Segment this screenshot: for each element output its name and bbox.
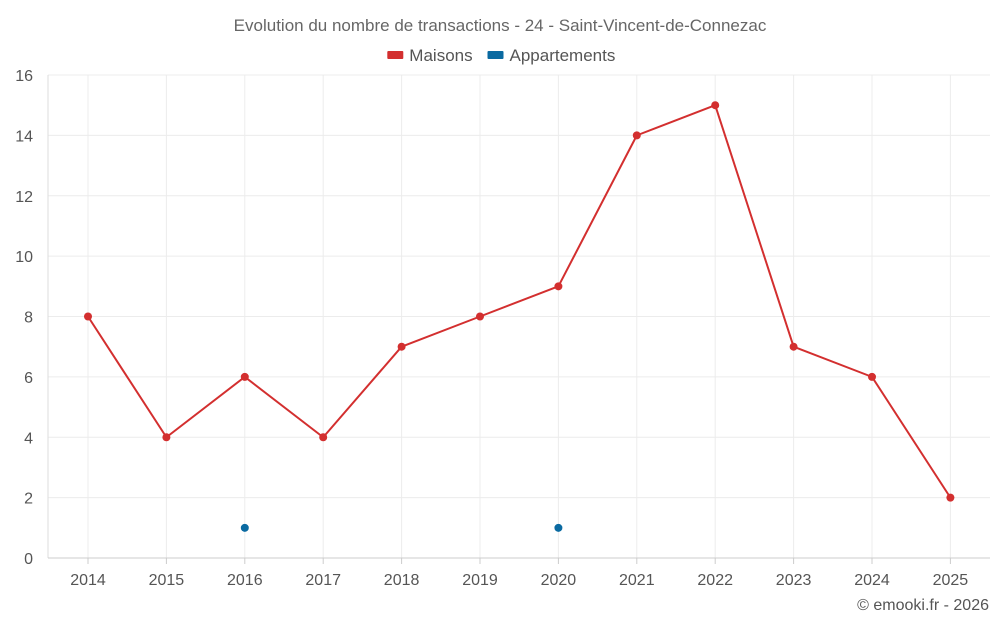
data-point-maisons-2023 <box>789 342 798 351</box>
y-tick-label: 16 <box>15 68 33 85</box>
data-point-maisons-2018 <box>397 342 406 351</box>
legend: Maisons Appartements <box>387 46 615 65</box>
y-tick-label: 14 <box>15 128 33 145</box>
x-tick-label: 2019 <box>462 572 498 589</box>
y-tick-label: 10 <box>15 249 33 266</box>
grid-lines <box>48 74 990 558</box>
legend-item-maisons: Maisons <box>387 46 473 65</box>
data-point-maisons-2021 <box>632 131 641 140</box>
y-tick-label: 12 <box>15 189 33 206</box>
y-tick-label: 2 <box>24 491 33 508</box>
series-line-maisons <box>87 104 952 499</box>
legend-item-appartements: Appartements <box>487 46 616 65</box>
x-tick-label: 2024 <box>854 572 890 589</box>
y-tick-label: 6 <box>24 370 33 387</box>
data-point-maisons-2020 <box>554 282 563 291</box>
data-point-maisons-2022 <box>711 101 720 110</box>
legend-label: Appartements <box>510 46 616 65</box>
x-tick-label: 2017 <box>305 572 341 589</box>
y-tick-label: 8 <box>24 310 33 327</box>
y-tick-label: 0 <box>24 551 33 568</box>
x-tick-label: 2018 <box>384 572 420 589</box>
legend-swatch <box>387 51 404 59</box>
chart-credit: © emooki.fr - 2026 <box>857 597 989 614</box>
data-point-appartements-2020 <box>554 523 563 532</box>
y-axis: 0 2 4 6 8 10 12 14 16 <box>15 68 49 568</box>
legend-swatch <box>487 51 504 59</box>
x-tick-label: 2014 <box>70 572 106 589</box>
x-axis: 2014 2015 2016 2017 2018 2019 2020 2021 2022 2023… <box>48 557 990 589</box>
x-tick-label: 2022 <box>697 572 733 589</box>
x-tick-label: 2020 <box>541 572 577 589</box>
data-point-maisons-2017 <box>319 433 328 442</box>
series-maisons <box>84 101 955 502</box>
data-point-maisons-2014 <box>84 312 92 321</box>
x-tick-label: 2015 <box>149 572 185 589</box>
x-tick-label: 2021 <box>619 572 655 589</box>
data-point-maisons-2016 <box>240 372 249 381</box>
chart-title: Evolution du nombre de transactions - 24… <box>234 16 767 35</box>
x-tick-label: 2016 <box>227 572 263 589</box>
data-point-maisons-2019 <box>476 312 484 321</box>
data-point-maisons-2024 <box>868 372 876 381</box>
data-point-appartements-2016 <box>240 523 249 532</box>
series-layer <box>84 101 955 532</box>
x-tick-label: 2025 <box>933 572 969 589</box>
data-point-maisons-2025 <box>946 493 955 502</box>
data-point-maisons-2015 <box>162 433 171 442</box>
x-tick-label: 2023 <box>776 572 812 589</box>
series-appartements <box>240 523 563 532</box>
y-tick-label: 4 <box>24 430 33 447</box>
legend-label: Maisons <box>409 46 472 65</box>
